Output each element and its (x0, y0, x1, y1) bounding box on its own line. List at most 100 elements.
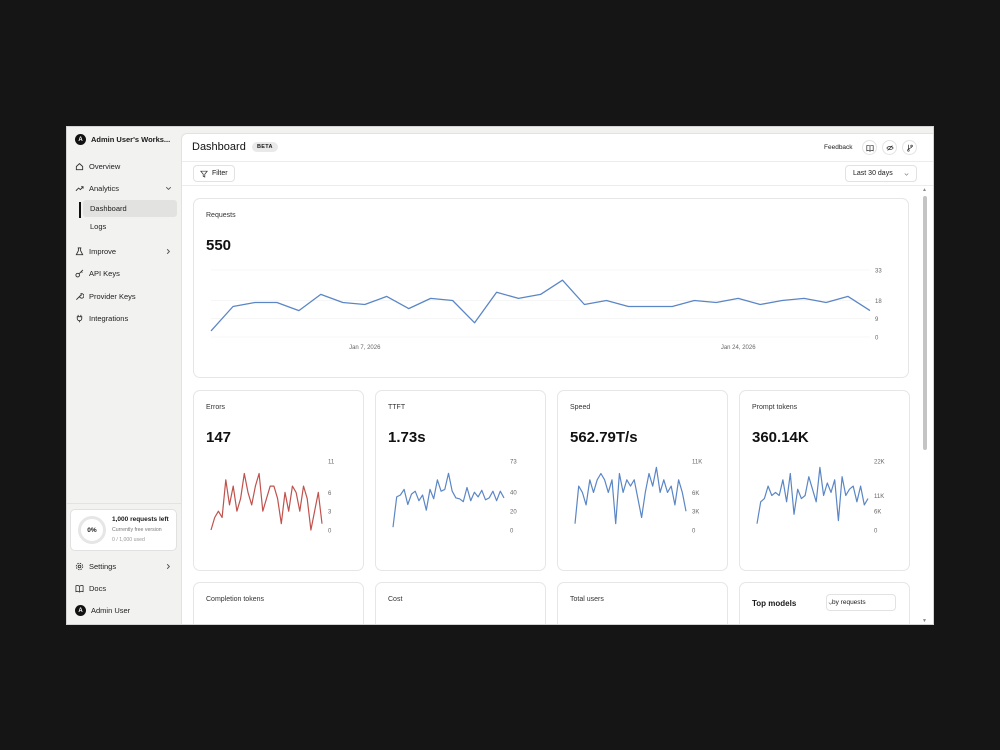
x-tick-label: Jan 24, 2026 (721, 345, 756, 351)
feedback-button[interactable]: Feedback (824, 144, 853, 151)
requests-series-line (210, 279, 871, 332)
y-tick-label: 0 (510, 529, 514, 535)
main-content: Dashboard BETA Feedback Filter Last 30 d… (181, 133, 933, 624)
card-title: Prompt tokens (752, 404, 798, 411)
requests-chart: 33 18 9 0 Jan 7, 2026 Jan 24, 2026 (210, 269, 882, 351)
y-tick-label: 40 (510, 491, 517, 497)
user-name: Admin User (91, 606, 131, 615)
total-users-card: Total users (557, 582, 728, 624)
wrench-icon (75, 292, 84, 301)
sidebar-item-improve[interactable]: Improve (73, 243, 177, 260)
card-title: TTFT (388, 404, 406, 411)
requests-card: Requests 550 33 18 9 0 Jan 7, 2026 Jan 24, 20… (193, 198, 909, 378)
y-tick-label: 9 (875, 317, 879, 323)
y-tick-label: 0 (875, 336, 879, 342)
y-tick-label: 11 (328, 460, 335, 466)
card-title: Cost (388, 596, 403, 603)
prompt-tokens-chart: 22K 11K 6K 0 (756, 460, 885, 535)
series-line (392, 472, 505, 528)
speed-chart: 11K 6K 3K 0 (574, 460, 702, 535)
y-tick-label: 11K (692, 460, 702, 466)
workspace-name: Admin User's Works... (91, 135, 171, 144)
sidebar-item-label: API Keys (89, 269, 120, 278)
sidebar-divider (67, 503, 181, 504)
sidebar-item-label: Dashboard (90, 204, 127, 213)
scrollbar-thumb[interactable] (923, 196, 927, 450)
top-models-title: Top models (752, 599, 797, 608)
date-range-select[interactable]: Last 30 days (845, 165, 917, 182)
sidebar-item-provider-keys[interactable]: Provider Keys (73, 288, 177, 305)
app-window: A Admin User's Works... Overview Analyti… (66, 126, 934, 625)
series-line (756, 466, 869, 524)
scrollbar[interactable]: ▲ ▼ (921, 187, 929, 624)
gear-icon (75, 562, 84, 571)
card-title: Total users (570, 596, 604, 603)
card-title: Requests (206, 212, 236, 219)
y-tick-label: 0 (328, 529, 332, 535)
speed-card: Speed 562.79T/s 11K 6K 3K 0 (557, 390, 728, 571)
usage-plan: Currently free version (112, 527, 162, 533)
sidebar-item-settings[interactable]: Settings (73, 558, 177, 575)
user-menu[interactable]: A Admin User (73, 602, 177, 619)
usage-card[interactable]: 0% 1,000 requests left Currently free ve… (70, 509, 177, 551)
sidebar-item-label: Integrations (89, 314, 129, 323)
y-tick-label: 20 (510, 510, 517, 516)
series-line (210, 472, 323, 531)
completion-tokens-card: Completion tokens (193, 582, 364, 624)
sidebar-item-dashboard[interactable]: Dashboard (83, 200, 177, 217)
active-indicator (79, 202, 81, 218)
flask-icon (75, 247, 84, 256)
ttft-chart: 73 40 20 0 (392, 460, 517, 535)
top-models-select[interactable]: by requests (826, 594, 896, 611)
y-tick-label: 11K (874, 494, 884, 500)
git-branch-icon[interactable] (902, 140, 917, 155)
usage-title: 1,000 requests left (112, 516, 169, 523)
prompt-tokens-card: Prompt tokens 360.14K 22K 11K 6K 0 (739, 390, 910, 571)
plug-icon (75, 314, 84, 323)
filter-button[interactable]: Filter (193, 165, 235, 182)
scroll-down-arrow[interactable]: ▼ (922, 618, 927, 624)
y-tick-label: 6 (328, 491, 332, 497)
sidebar-item-label: Overview (89, 162, 121, 171)
sidebar-item-logs[interactable]: Logs (83, 218, 177, 235)
card-value: 147 (206, 429, 232, 446)
header: Dashboard BETA Feedback (182, 134, 933, 162)
sidebar-item-label: Settings (89, 562, 117, 571)
eye-off-icon[interactable] (882, 140, 897, 155)
trending-up-icon (75, 184, 84, 193)
chevron-right-icon (166, 563, 171, 570)
usage-progress-ring: 0% (78, 516, 106, 544)
date-range-label: Last 30 days (853, 170, 893, 177)
y-tick-label: 33 (875, 269, 882, 275)
card-value: 1.73s (388, 429, 426, 446)
chevron-down-icon (828, 602, 833, 605)
sidebar-item-overview[interactable]: Overview (73, 158, 177, 175)
sidebar-item-api-keys[interactable]: API Keys (73, 265, 177, 282)
sidebar-item-docs[interactable]: Docs (73, 580, 177, 597)
y-tick-label: 0 (692, 529, 696, 535)
workspace-logo: A (75, 134, 86, 145)
scroll-up-arrow[interactable]: ▲ (922, 187, 927, 193)
book-icon[interactable] (862, 140, 877, 155)
filter-label: Filter (212, 170, 228, 177)
cost-card: Cost (375, 582, 546, 624)
avatar: A (75, 605, 86, 616)
y-tick-label: 6K (874, 510, 881, 516)
card-value: 550 (206, 237, 232, 254)
chevron-down-icon (165, 186, 172, 191)
filter-bar: Filter Last 30 days (182, 162, 933, 186)
book-open-icon (75, 584, 84, 593)
x-tick-label: Jan 7, 2026 (349, 345, 381, 351)
sidebar-item-integrations[interactable]: Integrations (73, 310, 177, 327)
sidebar: A Admin User's Works... Overview Analyti… (67, 127, 181, 624)
ttft-card: TTFT 1.73s 73 40 20 0 (375, 390, 546, 571)
y-tick-label: 18 (875, 299, 882, 305)
usage-used: 0 / 1,000 used (112, 537, 145, 543)
workspace-switcher[interactable]: A Admin User's Works... (75, 134, 170, 145)
usage-percent: 0% (87, 526, 97, 534)
beta-badge: BETA (252, 142, 278, 152)
sidebar-item-label: Improve (89, 247, 117, 256)
home-icon (75, 162, 84, 171)
filter-icon (200, 170, 208, 178)
sidebar-item-analytics[interactable]: Analytics (73, 180, 177, 197)
